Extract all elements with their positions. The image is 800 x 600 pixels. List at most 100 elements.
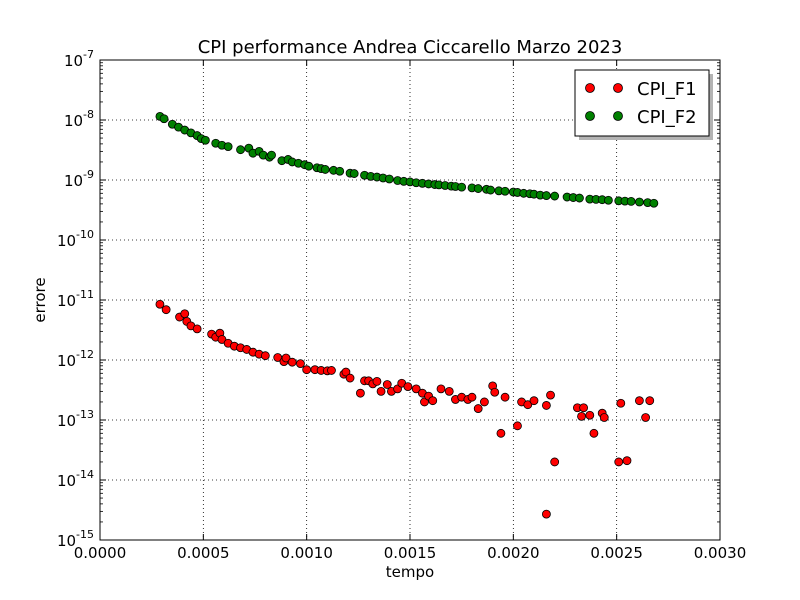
y-axis-label: errore <box>31 277 49 322</box>
data-point <box>575 193 584 203</box>
chart-title: CPI performance Andrea Ciccarello Marzo … <box>198 37 623 58</box>
data-point <box>200 135 210 145</box>
data-point <box>192 324 202 334</box>
data-point <box>641 413 650 422</box>
legend: CPI_F1 CPI_F2 <box>574 69 713 140</box>
x-axis-label: tempo <box>386 563 434 581</box>
data-point <box>542 509 551 519</box>
data-point <box>529 396 539 406</box>
data-point <box>159 114 169 124</box>
data-point <box>500 186 510 196</box>
y-tick-label: 10-8 <box>64 108 94 130</box>
data-point <box>577 411 586 421</box>
data-point <box>260 351 270 361</box>
data-point <box>155 299 165 309</box>
data-point <box>335 166 345 176</box>
data-point <box>341 367 351 377</box>
y-tick-label: 10-14 <box>57 468 94 490</box>
y-tick-label: 10-15 <box>57 528 94 550</box>
data-point <box>550 191 560 201</box>
data-point <box>428 396 438 406</box>
y-tick-label: 10-10 <box>57 228 94 250</box>
data-point <box>287 357 297 367</box>
y-tick-label: 10-7 <box>64 48 94 70</box>
data-point <box>180 309 190 319</box>
data-point <box>649 198 659 208</box>
data-point <box>542 401 551 410</box>
x-tick-label: 0.0030 <box>694 544 747 562</box>
data-point <box>550 457 560 467</box>
data-point <box>304 161 314 171</box>
data-point <box>403 382 413 392</box>
data-point <box>635 396 644 406</box>
data-point <box>349 169 359 178</box>
data-point <box>457 182 467 192</box>
x-tick-label: 0.0005 <box>177 544 230 562</box>
data-point <box>444 386 454 396</box>
data-point <box>382 380 392 389</box>
data-point <box>614 457 624 467</box>
plot-frame <box>99 59 721 541</box>
data-point <box>436 384 446 394</box>
data-point <box>513 421 522 431</box>
data-point <box>635 197 644 207</box>
legend-box <box>574 69 710 137</box>
data-point <box>546 390 555 400</box>
data-point <box>467 392 477 402</box>
legend-marker <box>613 83 623 93</box>
data-point <box>411 384 421 394</box>
legend-label: CPI_F1 <box>637 79 697 100</box>
data-point <box>217 335 227 344</box>
x-tick-label: 0.0015 <box>384 544 437 562</box>
data-point <box>355 388 365 398</box>
data-point <box>616 398 626 408</box>
legend-label: CPI_F2 <box>637 107 697 128</box>
data-point <box>486 185 496 195</box>
data-point <box>589 428 599 438</box>
y-tick-label: 10-13 <box>57 408 94 430</box>
data-point <box>579 403 588 413</box>
y-tick-label: 10-11 <box>57 288 94 310</box>
x-tick-label: 0.0025 <box>590 544 643 562</box>
x-tick-label: 0.0020 <box>487 544 540 562</box>
data-point <box>523 400 533 410</box>
x-tick-labels: 0.0000 0.0005 0.0010 0.0015 0.0020 0.0025 0.00… <box>74 544 747 562</box>
data-point <box>599 413 609 422</box>
data-point <box>479 397 489 407</box>
data-point <box>296 359 305 369</box>
legend-marker <box>585 111 595 121</box>
data-points <box>155 111 659 519</box>
data-point <box>327 366 336 375</box>
data-point <box>500 392 510 402</box>
data-point <box>496 428 506 438</box>
data-point <box>490 387 500 397</box>
legend-entries: CPI_F1 CPI_F2 <box>585 79 697 128</box>
data-point <box>473 184 483 193</box>
x-tick-label: 0.0010 <box>280 544 333 562</box>
data-point <box>384 174 394 184</box>
series-cpi-f1 <box>155 299 655 519</box>
data-point <box>542 191 551 200</box>
data-point <box>161 305 171 315</box>
legend-marker <box>613 111 623 121</box>
data-point <box>267 150 276 160</box>
y-tick-label: 10-12 <box>57 348 94 370</box>
data-point <box>585 410 595 420</box>
data-point <box>626 196 636 206</box>
data-point <box>320 165 330 174</box>
x-tick-label: 0.0000 <box>74 544 127 562</box>
data-point <box>372 376 382 386</box>
y-tick-label: 10-9 <box>64 168 94 190</box>
legend-marker <box>585 83 595 93</box>
data-point <box>223 142 233 152</box>
series-cpi-f2 <box>155 111 659 208</box>
data-point <box>622 456 632 466</box>
y-tick-labels: 10-15 10-14 10-13 10-12 10-11 10-10 10-9 10-8 10… <box>57 48 94 550</box>
data-point <box>302 365 312 375</box>
data-point <box>473 404 483 413</box>
data-point <box>645 396 655 406</box>
data-point <box>376 386 386 396</box>
data-point <box>281 353 291 363</box>
data-point <box>236 145 245 155</box>
